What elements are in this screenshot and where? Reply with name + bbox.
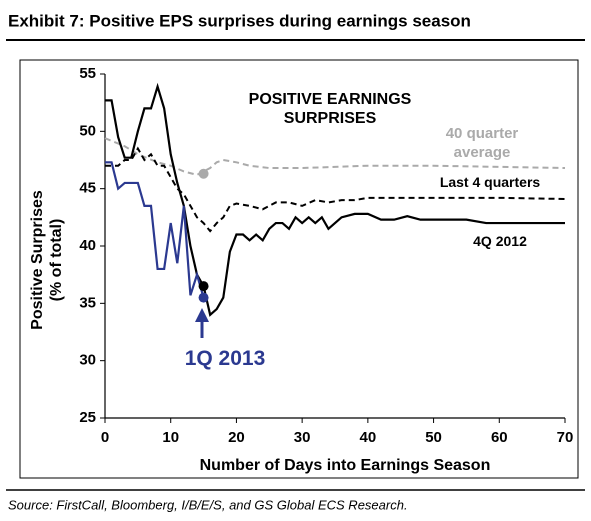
y-axis-label-line: (% of total) bbox=[48, 219, 65, 302]
y-tick-label: 55 bbox=[79, 65, 96, 82]
y-tick-label: 30 bbox=[79, 352, 96, 369]
series-line bbox=[104, 137, 566, 176]
y-axis-label: Positive Surprises (% of total) bbox=[29, 190, 65, 330]
y-tick-label: 40 bbox=[79, 237, 96, 254]
series-label: 1Q 2013 bbox=[184, 347, 266, 370]
series-line bbox=[105, 161, 205, 298]
series-label: Last 4 quarters bbox=[439, 174, 541, 190]
arrow-head bbox=[195, 308, 209, 322]
x-tick-label: 70 bbox=[557, 429, 574, 446]
x-tick-label: 60 bbox=[491, 429, 508, 446]
y-tick-label: 35 bbox=[79, 294, 96, 311]
series-line bbox=[105, 82, 565, 317]
highlight-point bbox=[198, 168, 209, 179]
y-tick-label: 25 bbox=[79, 409, 96, 426]
x-tick-label: 20 bbox=[228, 429, 245, 446]
x-tick-label: 0 bbox=[101, 429, 109, 446]
chart-title: Exhibit 7: Positive EPS surprises during… bbox=[8, 11, 471, 30]
x-tick-label: 50 bbox=[425, 429, 442, 446]
y-tick-label: 50 bbox=[79, 122, 96, 139]
x-tick-label: 30 bbox=[294, 429, 311, 446]
highlight-point bbox=[198, 281, 209, 292]
source: Source: FirstCall, Bloomberg, I/B/E/S, a… bbox=[8, 497, 408, 512]
x-axis-label: Number of Days into Earnings Season bbox=[200, 457, 491, 474]
series-label: 40 quarter average bbox=[445, 125, 519, 161]
chart-frame bbox=[19, 59, 579, 479]
series-line bbox=[105, 146, 566, 233]
highlight-point bbox=[198, 292, 209, 303]
y-axis-label-line: Positive Surprises bbox=[29, 190, 46, 330]
annotation: POSITIVE EARNINGS SURPRISES bbox=[248, 91, 412, 127]
x-tick-label: 10 bbox=[162, 429, 179, 446]
series-label: 4Q 2012 bbox=[473, 233, 527, 249]
x-tick-label: 40 bbox=[360, 429, 377, 446]
y-tick-label: 45 bbox=[79, 180, 96, 197]
